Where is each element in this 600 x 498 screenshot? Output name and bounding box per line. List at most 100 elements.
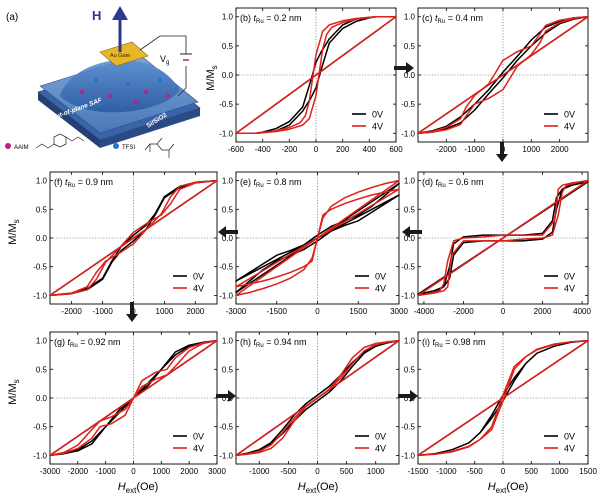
y-tick-label: -0.5 <box>219 263 233 272</box>
y-tick-label: -0.5 <box>33 263 47 272</box>
panel-d: -4000 -2000 0 2000 4000 1.0 0.5 0.0 -0.5 -1.0 0V 4V… <box>401 171 592 316</box>
x-tick-label: -500 <box>467 467 484 476</box>
panel-b: -600 -400 -200 0 200 400 600 1.0 0.5 0.0 -0.5 -1.0 0… <box>219 7 403 154</box>
ion-dots <box>73 77 171 107</box>
x-tick-label: 0 <box>315 467 320 476</box>
cation-label: AAIM <box>14 145 29 151</box>
y-tick-label: 1.0 <box>404 177 416 186</box>
y-tick-label: 0.5 <box>404 205 416 214</box>
panel-h: -1000 -500 0 500 1000 1.0 0.5 0.0 -0.5 -1.0 0V 4V (h… <box>219 331 400 476</box>
x-tick-label: -2000 <box>453 307 474 316</box>
x-tick-label: 4000 <box>573 307 591 316</box>
y-tick-label: -1.0 <box>401 129 415 138</box>
loop-4V <box>235 179 400 297</box>
y-tick-label: 0.0 <box>404 71 416 80</box>
y-tick-label: 0.5 <box>222 365 234 374</box>
x-axis-label-h: Hext(Oe) <box>298 481 339 495</box>
y-tick-label: -1.0 <box>33 451 47 460</box>
gate-electrode-label: Au Gate <box>110 53 130 59</box>
legend-label: 0V <box>375 432 386 442</box>
panel-label: (c) tRu = 0.4 nm <box>422 13 483 25</box>
y-tick-label: -1.0 <box>401 451 415 460</box>
x-tick-label: 1500 <box>579 467 597 476</box>
x-tick-label: 1000 <box>551 467 569 476</box>
y-tick-label: 1.0 <box>404 337 416 346</box>
field-label: H <box>92 8 101 23</box>
x-tick-label: -2000 <box>68 467 89 476</box>
x-tick-label: 2000 <box>180 467 198 476</box>
x-tick-label: 1500 <box>349 307 367 316</box>
substrate-side-front <box>100 108 200 148</box>
x-tick-label: 2000 <box>186 307 204 316</box>
anion-marker <box>157 77 163 83</box>
y-tick-label: -1.0 <box>219 451 233 460</box>
y-axis-label-row-3: M/Ms <box>7 379 21 404</box>
y-tick-label: 0.0 <box>36 234 48 243</box>
y-tick-label: 1.0 <box>36 177 48 186</box>
flow-arrow-down-icon <box>126 302 138 322</box>
panel-label: (g) tRu = 0.92 nm <box>54 337 120 349</box>
anion-structure-icon <box>144 137 175 158</box>
y-axis-label-row-2: M/Ms <box>7 219 21 244</box>
y-tick-label: 0.0 <box>222 394 234 403</box>
flow-arrow-left-icon <box>218 226 238 238</box>
legend-label: 4V <box>193 444 204 454</box>
y-tick-label: 0.5 <box>222 205 234 214</box>
y-tick-label: -0.5 <box>401 263 415 272</box>
cation-marker <box>143 89 149 95</box>
x-tick-label: 200 <box>336 145 350 154</box>
x-tick-label: 0 <box>501 307 506 316</box>
device-schematic: (a) Au Gate H Vg Out-of-plane SAF Si/SiO… <box>5 6 201 158</box>
x-tick-label: 500 <box>525 467 539 476</box>
x-tick-label: -1000 <box>436 467 457 476</box>
panel-i: -1500 -1000 -500 0 500 1000 1500 1.0 0.5 0.0 -0.5 -… <box>401 331 597 476</box>
svg-text:M/Ms: M/Ms <box>7 379 21 404</box>
legend-label: 0V <box>193 272 204 282</box>
gate-wire <box>139 35 187 97</box>
legend-label: 0V <box>372 110 383 120</box>
loop-4V <box>49 339 218 457</box>
x-tick-label: -1500 <box>408 467 429 476</box>
x-tick-label: 400 <box>363 145 377 154</box>
x-tick-label: -4000 <box>414 307 435 316</box>
y-tick-label: 1.0 <box>222 177 234 186</box>
x-tick-label: -1500 <box>267 307 288 316</box>
legend-label: 4V <box>564 284 575 294</box>
y-tick-label: -0.5 <box>33 423 47 432</box>
flow-arrows <box>126 62 508 402</box>
legend-label: 4V <box>193 284 204 294</box>
x-tick-label: 3000 <box>208 467 226 476</box>
panel-label: (h) tRu = 0.94 nm <box>240 337 306 349</box>
x-tick-label: -3000 <box>40 467 61 476</box>
y-tick-label: 0.5 <box>36 365 48 374</box>
cation-marker <box>165 93 171 99</box>
loop-4V <box>417 179 589 297</box>
panel-g: -3000 -2000 -1000 0 1000 2000 3000 1.0 0.5 0.0 -0.… <box>33 331 226 476</box>
panel-label: (i) tRu = 0.98 nm <box>422 337 485 349</box>
y-tick-label: -0.5 <box>219 100 233 109</box>
y-axis-label-row-1: M/Ms <box>205 65 219 90</box>
cation-marker <box>107 93 113 99</box>
loop-0V <box>235 182 400 294</box>
y-tick-label: 0.0 <box>36 394 48 403</box>
x-tick-label: 0 <box>131 467 136 476</box>
loop-4V <box>235 339 400 457</box>
x-tick-label: -400 <box>255 145 272 154</box>
cation-marker <box>79 89 85 95</box>
legend-label: 0V <box>375 272 386 282</box>
cation-dot-icon <box>5 143 11 149</box>
y-tick-label: 1.0 <box>222 13 234 22</box>
legend-label: 0V <box>564 432 575 442</box>
legend-label: 0V <box>193 432 204 442</box>
legend-label: 4V <box>375 444 386 454</box>
loop-4V <box>235 15 397 135</box>
x-tick-label: -2000 <box>61 307 82 316</box>
x-tick-label: -2000 <box>436 145 457 154</box>
x-tick-label: 3000 <box>390 307 408 316</box>
y-tick-label: 1.0 <box>222 337 234 346</box>
panel-c: -2000-10000100020001.00.50.0-0.5-1.00V4V… <box>401 7 589 154</box>
y-tick-label: 1.0 <box>404 13 416 22</box>
x-tick-label: 0 <box>314 145 319 154</box>
x-tick-label: 0 <box>501 467 506 476</box>
